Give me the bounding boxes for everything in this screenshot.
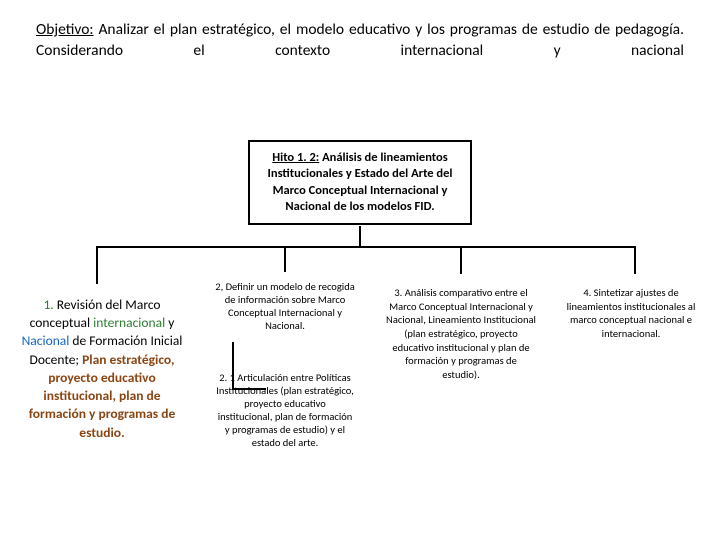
connector-line: [284, 246, 286, 272]
child-box-4: 4. Sintetizar ajustes de lineamientos in…: [556, 286, 706, 341]
hito-label: Hito 1. 2:: [272, 150, 319, 165]
c1-intl: internacional: [93, 314, 165, 331]
objective-text: Analizar el plan estratégico, el modelo …: [36, 20, 684, 60]
child-box-2: 2, Definir un modelo de recogida de info…: [210, 280, 360, 449]
c2-top: 2, Definir un modelo de recogida de info…: [210, 280, 360, 333]
c1-p2: y: [165, 314, 174, 331]
root-hito-box: Hito 1. 2: Análisis de lineamientos Inst…: [248, 140, 472, 225]
connector-line: [96, 246, 636, 248]
c1-nac: Nacional: [22, 332, 70, 349]
connector-line: [460, 246, 462, 274]
child-box-1: 1. Revisión del Marco conceptual interna…: [18, 296, 186, 442]
connector-line: [359, 226, 361, 246]
c4-text: 4. Sintetizar ajustes de lineamientos in…: [567, 286, 696, 340]
objective-label: Objetivo:: [36, 20, 94, 39]
c2-sub: 2. 1 Articulación entre Políticas Instit…: [210, 371, 360, 450]
c3-text: 3. Análisis comparativo entre el Marco C…: [386, 286, 536, 381]
child-box-3: 3. Análisis comparativo entre el Marco C…: [386, 286, 536, 381]
objective-paragraph: Objetivo: Analizar el plan estratégico, …: [36, 20, 684, 62]
connector-line: [96, 246, 98, 284]
connector-line: [634, 246, 636, 274]
c1-lead: 1.: [43, 296, 56, 313]
